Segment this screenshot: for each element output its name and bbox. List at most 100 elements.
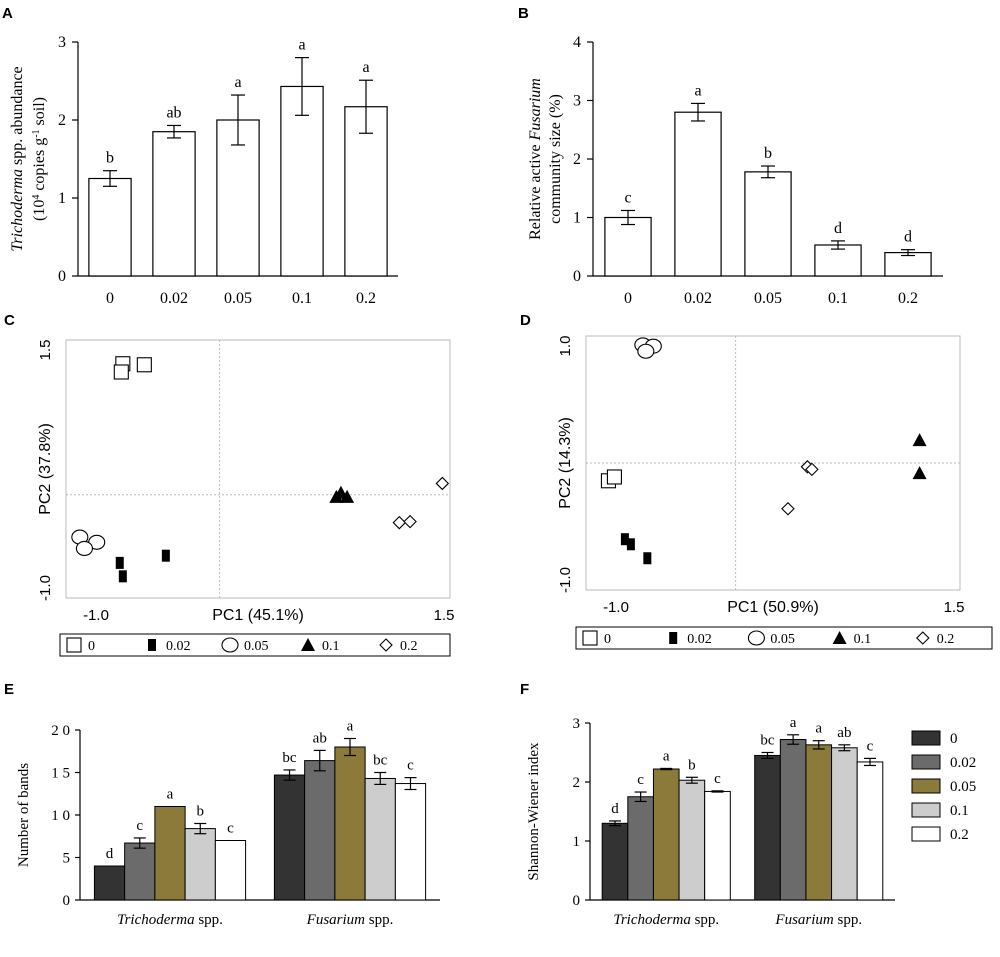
chart-d-x-tick-label: -1.0 [603,599,629,616]
chart-c-point-002 [161,549,170,562]
chart-e-bar-02 [394,783,427,901]
chart-b-y-label-italic: Fusarium [527,78,544,141]
chart-f-group-label-italic: Fusarium [774,912,834,928]
chart-f-legend-swatch [911,730,941,746]
chart-b-significance-letter: a [694,82,701,99]
chart-a-bar [280,85,324,277]
chart-f-bar-0 [601,822,629,901]
chart-f-bar-005 [652,768,680,901]
chart-a-y-label-rest: spp. abundance [9,66,26,169]
chart-b-x-tick-label: 0.1 [828,290,848,307]
chart-f-bar-0 [754,754,781,901]
chart-d-legend-marker [916,631,930,645]
chart-b-bar [604,216,652,277]
chart-a-y-label-italic: Trichoderma [9,169,26,252]
chart-f-y-tick-label: 2 [573,775,581,791]
chart-e-y-tick-label: 1 0 [51,808,70,824]
chart-c-legend-marker [221,637,239,653]
chart-f-group-label-suffix: spp. [834,912,862,928]
chart-e-bar-005 [334,746,366,901]
chart-e-significance-letter: c [136,818,143,834]
chart-a-y-tick-label: 2 [58,112,66,129]
chart-a-x-tick-label: 0.2 [356,290,376,307]
chart-f-significance-letter: c [714,771,721,787]
chart-e-significance-letter: ab [313,730,327,746]
chart-f-bar-002 [627,796,654,901]
chart-f-y-tick-label: 1 [573,834,581,850]
chart-e-group-label-suffix: spp. [195,912,223,928]
chart-b-y-tick-label: 4 [573,34,581,51]
chart-e-significance-letter: a [167,787,174,803]
chart-b-significance-letter: d [904,229,912,246]
chart-b-y-tick-label: 0 [573,268,581,285]
chart-e-significance-letter: bc [282,750,297,766]
chart-d-legend-box [575,626,993,650]
chart-a-significance-letter: b [106,150,114,167]
chart-c-legend-label: 0 [88,639,95,654]
chart-d-legend-marker [582,630,598,646]
chart-e-significance-letter: a [347,719,354,735]
chart-e-y-tick-label: 0 [63,893,71,909]
chart-d-point-002 [643,552,652,565]
chart-f-significance-letter: a [815,721,822,737]
chart-c-y-tick-label: -1.0 [37,575,54,601]
chart-f-legend-label: 0.05 [950,779,976,795]
chart-d-legend-label: 0.02 [687,632,712,647]
chart-c-legend-label: 0.02 [166,639,191,654]
chart-a-bar [216,119,260,277]
chart-c-legend-marker [66,637,82,653]
chart-f-group-label: Fusarium spp. [774,912,862,928]
chart-b-bar [814,244,862,277]
chart-c-point-01 [340,489,355,503]
chart-d-legend-marker [747,630,765,646]
chart-c-plot-frame [65,339,451,599]
panel-label-f: F [520,681,529,698]
chart-a-bar [152,131,196,277]
chart-d-point-0 [606,469,622,485]
panel-label-c: C [4,312,15,329]
chart-b-significance-letter: d [834,220,842,237]
chart-b-y-label-line1: Relative active Fusarium [527,78,544,240]
chart-f-bar-02 [704,790,731,901]
chart-c-point-02 [435,476,450,491]
chart-a-significance-letter: a [362,59,369,76]
chart-d-point-002 [626,538,635,551]
chart-f-legend-swatch [911,826,941,842]
chart-c-point-005 [75,540,93,557]
chart-c-x-label: PC1 (45.1%) [212,607,304,624]
chart-b-x-tick-label: 0.2 [898,290,918,307]
chart-c-legend-label: 0.05 [244,639,269,654]
chart-e-group-label-suffix: spp. [365,912,393,928]
chart-a-y-label-line2: (104 copies g-1 soil) [31,97,49,221]
chart-e-bar-0 [273,774,306,901]
chart-f-legend-label: 0.02 [950,755,976,771]
chart-c-x-tick-label: -1.0 [83,607,109,624]
chart-c-point-0 [113,364,129,380]
chart-d-y-tick-label: -1.0 [557,567,574,593]
chart-d-y-tick-label: 1.0 [557,336,574,357]
chart-c-legend-label: 0.2 [400,639,418,654]
chart-d-point-002 [620,533,629,546]
chart-a-significance-letter: a [234,74,241,91]
chart-f-legend-label: 0 [950,731,958,747]
chart-f-bar-002 [779,739,807,901]
chart-b-y-tick-label: 1 [573,210,581,227]
chart-d-x-label: PC1 (50.9%) [727,599,819,616]
chart-c-legend-marker [379,638,393,652]
chart-a-y-tick-label: 1 [58,190,66,207]
chart-c-legend-marker [148,639,156,651]
chart-f-bar-01 [831,747,858,901]
chart-a-y-label-part: soil) [31,97,48,129]
chart-e-significance-letter: bc [373,753,388,769]
chart-a-x-tick-label: 0.1 [292,290,312,307]
chart-e-significance-letter: c [407,758,414,774]
chart-d-point-02 [805,462,819,477]
chart-e-bar-0 [93,865,126,901]
chart-c-legend-box [59,633,451,657]
chart-e-bar-02 [214,840,247,901]
chart-f-significance-letter: c [867,738,874,754]
chart-d-point-005 [637,343,655,359]
chart-e-y-label: Number of bands [16,763,32,867]
chart-a-y-label-part: copies g [31,138,48,195]
chart-f-y-label: Shannon-Wiener index [526,742,542,881]
